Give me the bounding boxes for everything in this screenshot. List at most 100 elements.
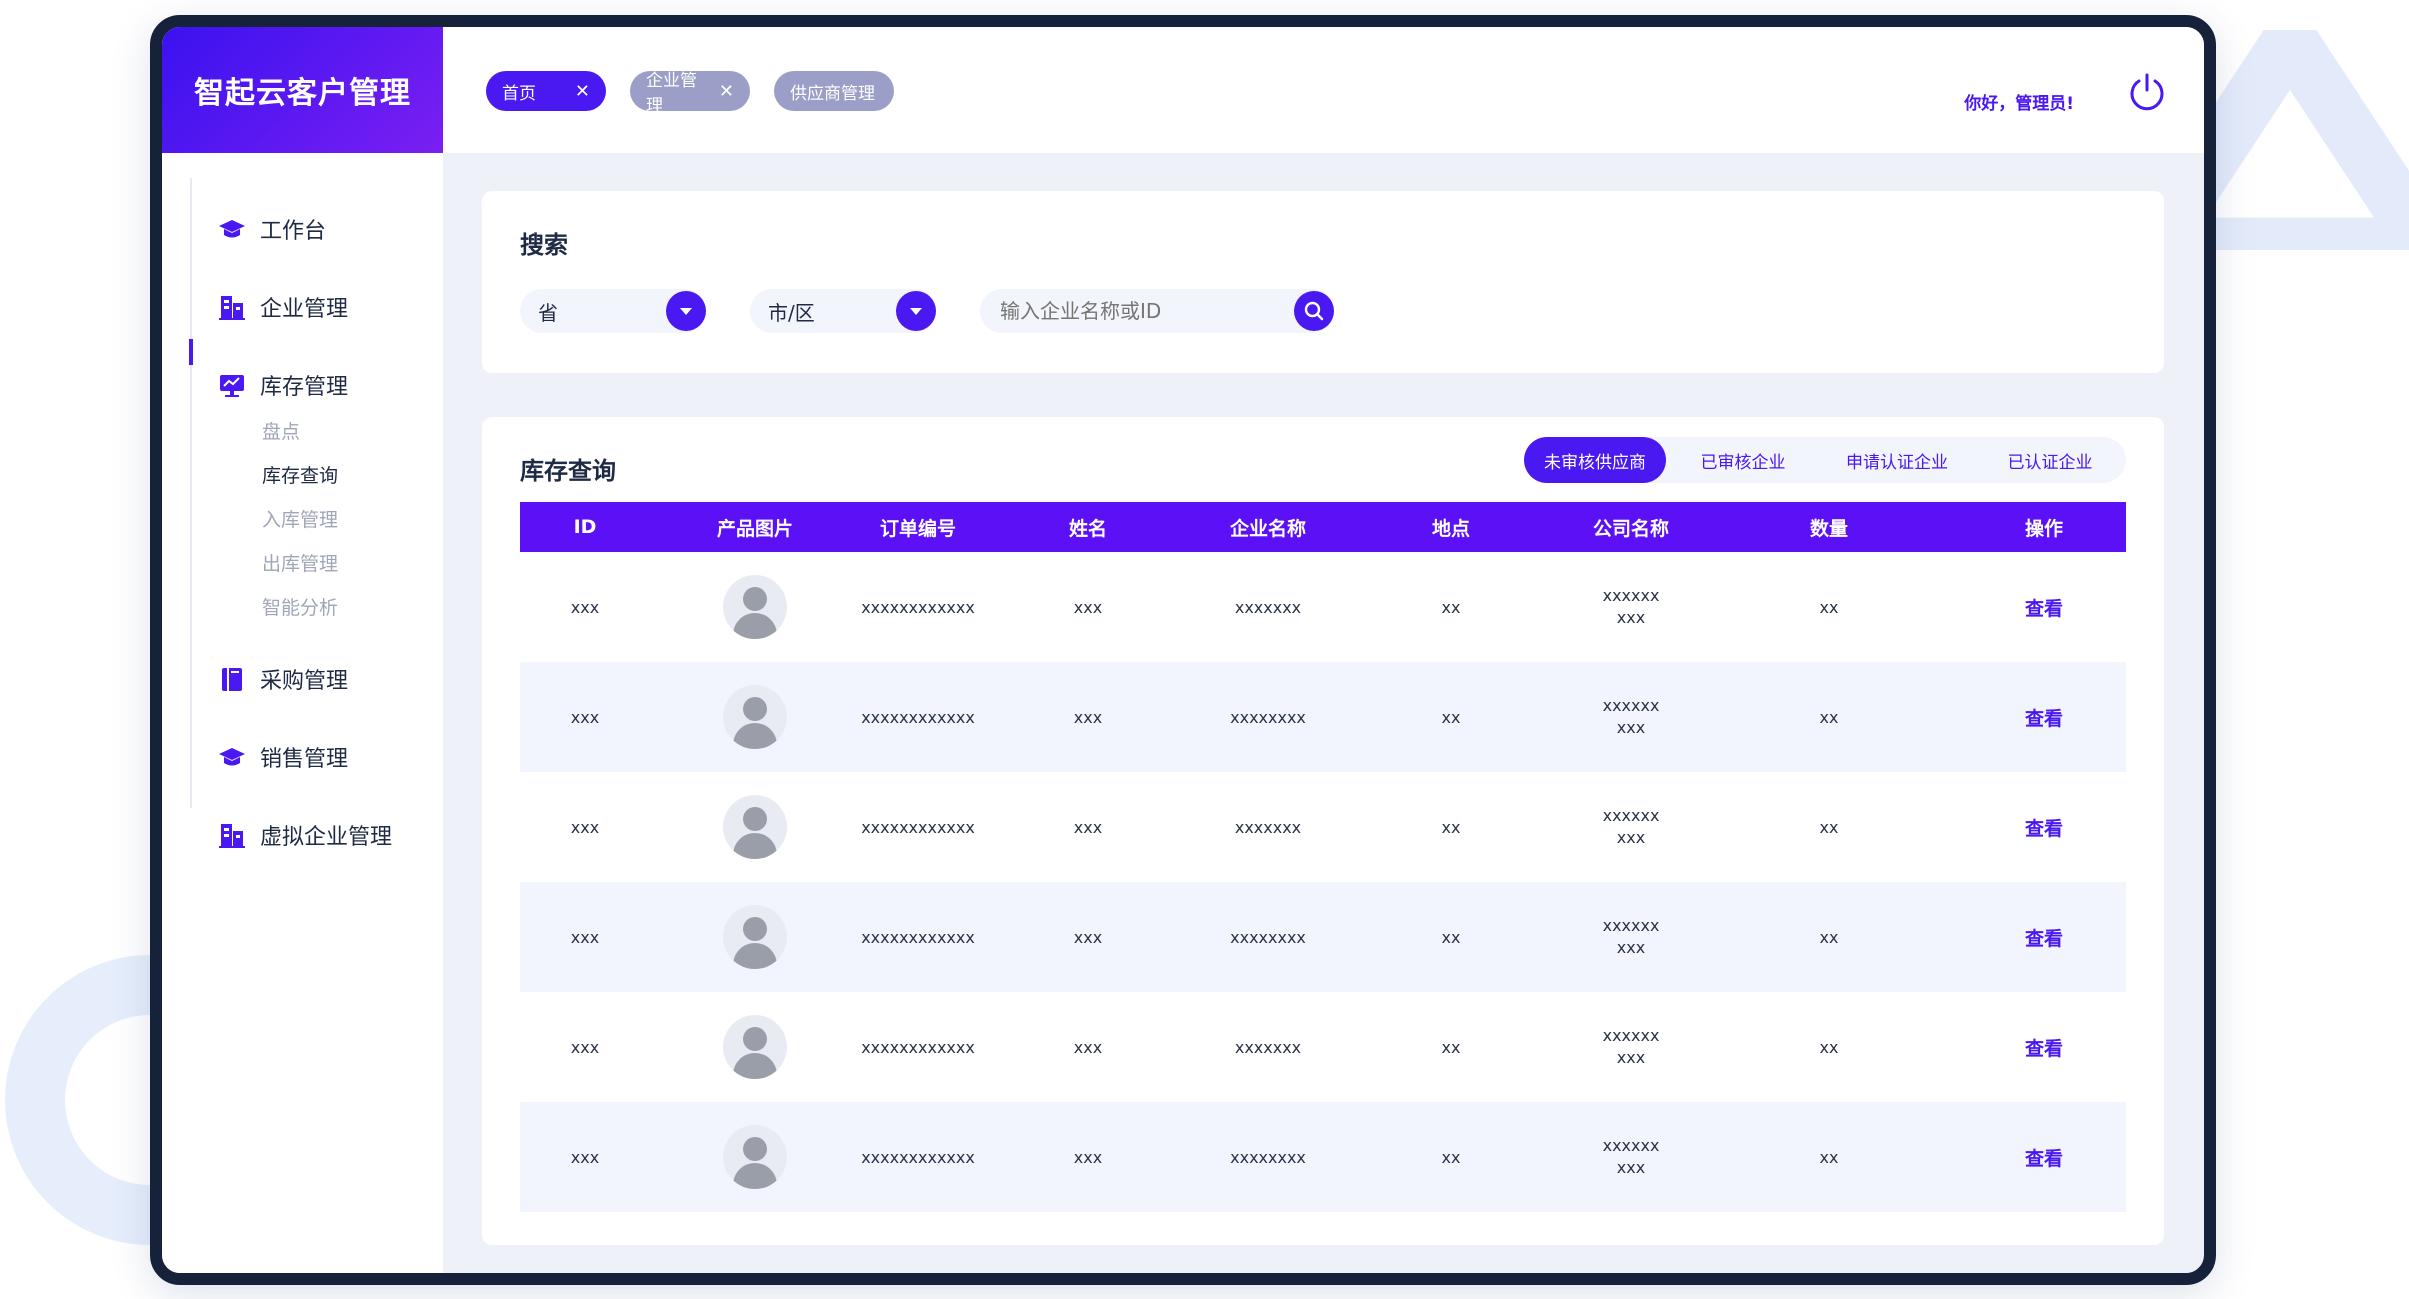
cell-name: xxx [976,992,1200,1102]
search-icon [1304,301,1324,321]
tab-home[interactable]: 首页 ✕ [486,71,606,111]
product-avatar-icon [723,1125,787,1189]
cell-order-number: xxxxxxxxxxxx [860,662,976,772]
close-icon[interactable]: ✕ [574,80,590,102]
table-row: xxx xxxxxxxxxxxx xxx xxxxxxx xx xxxxxx xxx xx 查看 [520,552,2126,662]
cell-action: 查看 [1962,882,2126,992]
sidebar-subitem-inbound[interactable]: 入库管理 [262,509,339,531]
tab-enterprise-management[interactable]: 企业管理 ✕ [630,71,750,116]
company-name-line: xxx [1616,1158,1646,1177]
chevron-down-icon[interactable] [896,291,936,331]
cell-company-name: xxxxxx xxx [1566,662,1696,772]
cell-name: xxx [976,1102,1200,1212]
sidebar: 工作台 企业管理 库存管理 盘点 库存查询 入库管理 出库管理 智能分析 [162,153,443,1273]
cell-location: xx [1336,992,1566,1102]
sidebar-item-label: 库存管理 [260,375,349,400]
column-header: 企业名称 [1200,502,1336,552]
background-triangle-decoration [2150,30,2409,250]
sidebar-subitem-outbound[interactable]: 出库管理 [262,553,339,575]
search-input[interactable] [980,289,1334,333]
cell-order-number: xxxxxxxxxxxx [860,772,976,882]
company-name-line: xxx [1616,718,1646,737]
cell-company-name: xxxxxx xxx [1566,1102,1696,1212]
app-brand: 智起云客户管理 [162,27,443,153]
cell-order-number: xxxxxxxxxxxx [860,1102,976,1212]
column-header: 姓名 [976,502,1200,552]
product-avatar-icon [723,905,787,969]
table-body: xxx xxxxxxxxxxxx xxx xxxxxxx xx xxxxxx xxx xx 查看… [520,552,2126,1212]
search-button[interactable] [1294,291,1334,331]
building-icon [218,821,246,849]
book-icon [218,665,246,693]
column-header: 操作 [1962,502,2126,552]
filter-tab-reviewed-enterprise[interactable]: 已审核企业 [1700,452,1786,473]
cell-action: 查看 [1962,662,2126,772]
cell-enterprise-name: xxxxxxx [1200,772,1336,882]
cell-location: xx [1336,882,1566,992]
sidebar-item-enterprise[interactable]: 企业管理 [218,291,348,323]
product-avatar-icon [723,685,787,749]
column-header: ID [520,502,650,552]
table-header-row: ID 产品图片 订单编号 姓名 企业名称 地点 公司名称 数量 操作 [520,502,2126,552]
cell-enterprise-name: xxxxxxx [1200,552,1336,662]
view-link[interactable]: 查看 [2024,707,2063,730]
cell-enterprise-name: xxxxxxxx [1200,882,1336,992]
company-name-line: xxxxxx [1602,586,1660,605]
cell-company-name: xxxxxx xxx [1566,882,1696,992]
column-header: 产品图片 [650,502,860,552]
cell-action: 查看 [1962,1102,2126,1212]
filter-tab-applying-certification[interactable]: 申请认证企业 [1846,452,1948,473]
view-link[interactable]: 查看 [2024,597,2063,620]
view-link[interactable]: 查看 [2024,817,2063,840]
company-name-line: xxxxxx [1602,696,1660,715]
close-icon[interactable]: ✕ [718,80,734,102]
company-name-line: xxx [1616,1048,1646,1067]
view-link[interactable]: 查看 [2024,1037,2063,1060]
power-icon[interactable] [2126,71,2168,113]
cell-name: xxx [976,552,1200,662]
cell-enterprise-name: xxxxxxxx [1200,1102,1336,1212]
sidebar-divider [190,178,192,808]
sidebar-item-sales[interactable]: 销售管理 [218,741,348,773]
sidebar-subitem-smart-analysis[interactable]: 智能分析 [262,597,339,619]
top-bar: 首页 ✕ 企业管理 ✕ 供应商管理 你好，管理员! [443,27,2204,153]
sidebar-subitem-inventory-query[interactable]: 库存查询 [262,465,339,487]
sidebar-item-virtual-enterprise[interactable]: 虚拟企业管理 [218,819,392,851]
sidebar-subitem-stocktake[interactable]: 盘点 [262,421,301,443]
cell-id: xxx [520,552,650,662]
chevron-down-icon[interactable] [666,291,706,331]
view-link[interactable]: 查看 [2024,1147,2063,1170]
cell-product-image [650,552,860,662]
company-name-line: xxxxxx [1602,1026,1660,1045]
view-link[interactable]: 查看 [2024,927,2063,950]
product-avatar-icon [723,1015,787,1079]
tab-supplier-management[interactable]: 供应商管理 [774,71,894,111]
filter-tab-certified-enterprise[interactable]: 已认证企业 [2007,452,2093,473]
search-panel: 搜索 省 市/区 [482,191,2164,373]
sidebar-item-workbench[interactable]: 工作台 [218,213,326,245]
table-row: xxx xxxxxxxxxxxx xxx xxxxxxx xx xxxxxx xxx xx 查看 [520,992,2126,1102]
product-avatar-icon [723,575,787,639]
company-name-line: xxx [1616,608,1646,627]
filter-tab-unreviewed-supplier[interactable]: 未审核供应商 [1524,437,1666,483]
cell-name: xxx [976,772,1200,882]
cell-id: xxx [520,992,650,1102]
cell-location: xx [1336,1102,1566,1212]
tab-label: 企业管理 [646,71,697,116]
search-title: 搜索 [520,231,568,259]
cell-enterprise-name: xxxxxxx [1200,992,1336,1102]
building-icon [218,293,246,321]
column-header: 地点 [1336,502,1566,552]
city-select[interactable]: 市/区 [750,289,936,333]
cell-enterprise-name: xxxxxxxx [1200,662,1336,772]
cell-location: xx [1336,552,1566,662]
city-select-value: 市/区 [768,300,815,325]
cell-company-name: xxxxxx xxx [1566,552,1696,662]
province-select[interactable]: 省 [520,289,706,333]
sidebar-item-purchasing[interactable]: 采购管理 [218,663,348,695]
table-row: xxx xxxxxxxxxxxx xxx xxxxxxxx xx xxxxxx xxx xx 查… [520,882,2126,992]
cell-action: 查看 [1962,552,2126,662]
graduation-cap-icon [218,215,246,243]
sidebar-item-inventory[interactable]: 库存管理 [218,369,348,401]
cell-id: xxx [520,772,650,882]
